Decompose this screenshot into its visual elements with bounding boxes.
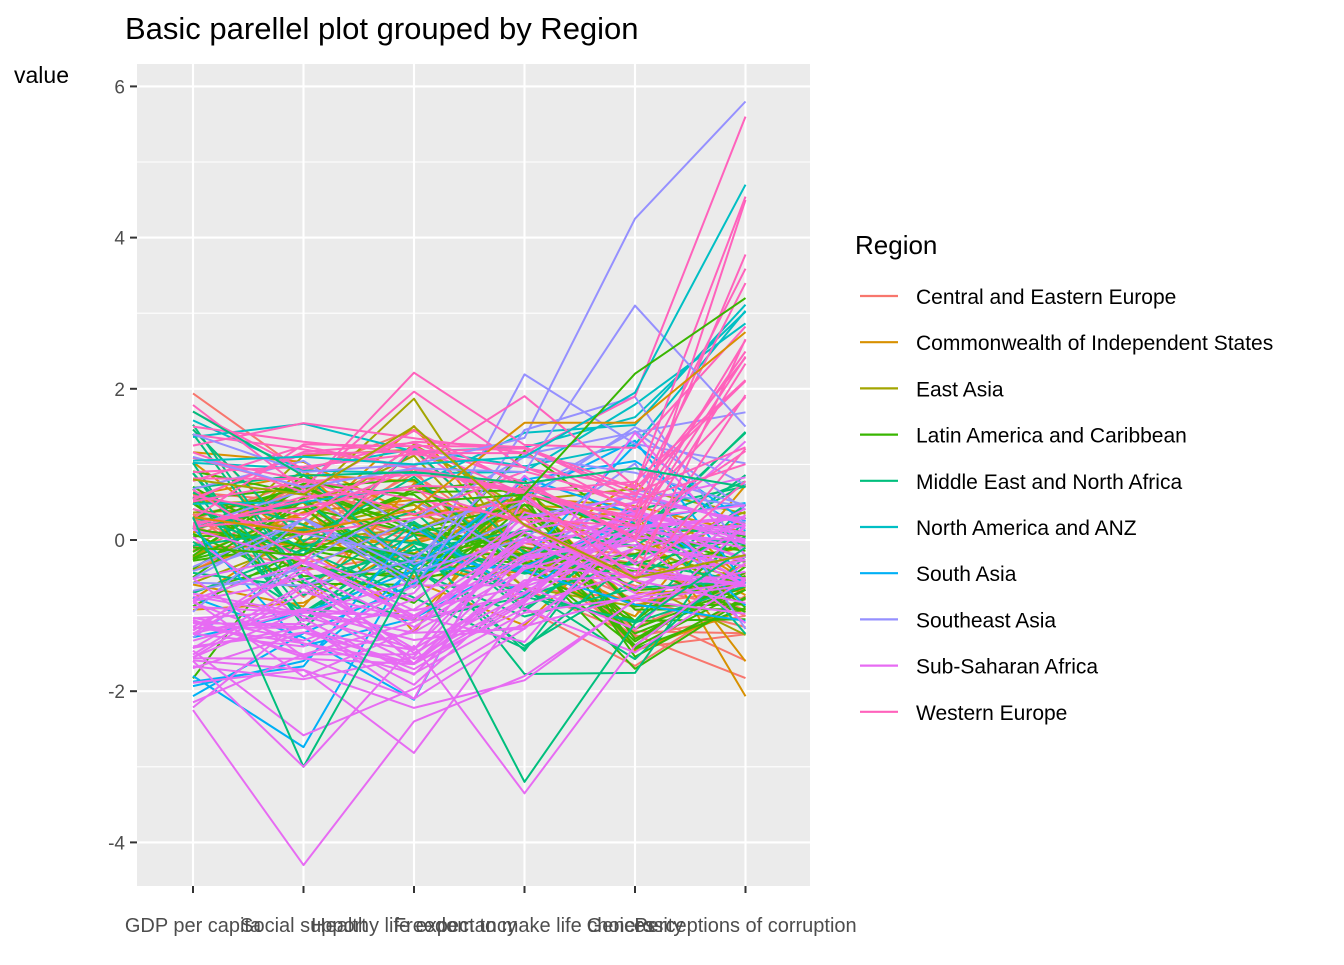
highlight-line xyxy=(192,425,746,579)
legend: Region Central and Eastern Europe Commonw… xyxy=(855,230,1273,725)
highlight-line xyxy=(192,297,747,557)
legend-title: Region xyxy=(855,230,937,260)
legend-label: Commonwealth of Independent States xyxy=(916,332,1273,355)
legend-label: Sub-Saharan Africa xyxy=(916,656,1098,679)
series-line xyxy=(192,499,746,671)
y-tick-label: 0 xyxy=(114,531,125,552)
series-line xyxy=(192,580,746,675)
legend-label: South Asia xyxy=(916,563,1017,586)
legend-label: Southeast Asia xyxy=(916,609,1056,632)
series-line xyxy=(192,355,747,527)
series-line xyxy=(192,445,747,580)
series-line xyxy=(192,440,747,665)
series-line xyxy=(193,526,746,629)
legend-label: Western Europe xyxy=(916,702,1067,725)
x-tick-label: GDP per capita xyxy=(125,915,262,937)
series-line xyxy=(192,544,746,665)
series-line xyxy=(192,547,746,737)
legend-label: Middle East and North Africa xyxy=(916,471,1182,494)
series-line xyxy=(192,338,747,579)
series-line xyxy=(192,564,746,709)
series-line xyxy=(192,524,746,659)
x-tick-label: Social support xyxy=(240,915,367,937)
chart-title: Basic parellel plot grouped by Region xyxy=(125,11,639,46)
series-line xyxy=(192,503,746,608)
series-line xyxy=(192,446,746,500)
legend-label: Central and Eastern Europe xyxy=(916,286,1176,309)
highlight-line xyxy=(192,410,746,489)
series-line xyxy=(192,531,746,678)
highlight-line xyxy=(192,561,747,795)
x-tick-label: Generosity xyxy=(587,915,684,937)
series-line xyxy=(192,363,747,541)
data-lines xyxy=(192,100,747,867)
series-line xyxy=(192,526,746,704)
y-tick-label: -4 xyxy=(108,833,125,854)
y-axis-label: value xyxy=(14,62,69,88)
series-line xyxy=(192,509,746,615)
legend-label: East Asia xyxy=(916,378,1004,401)
x-tick-label: Healthy life expectancy xyxy=(311,915,517,937)
series-line xyxy=(192,431,747,648)
legend-label: North America and ANZ xyxy=(916,517,1137,540)
y-tick-label: 2 xyxy=(114,380,125,401)
legend-label: Latin America and Caribbean xyxy=(916,425,1187,448)
series-line xyxy=(192,598,746,709)
highlight-line xyxy=(192,331,747,534)
highlight-line xyxy=(192,304,747,489)
y-tick-label: 4 xyxy=(114,229,125,250)
series-line xyxy=(192,489,746,566)
series-line xyxy=(192,514,747,681)
x-tick-label: Freedom to make life choices xyxy=(394,915,655,937)
highlight-line xyxy=(192,184,747,466)
series-line xyxy=(192,196,747,488)
highlight-line xyxy=(192,516,747,783)
y-tick-label: -2 xyxy=(108,682,125,703)
y-tick-label: 6 xyxy=(114,77,125,98)
series-line xyxy=(192,325,747,491)
series-line xyxy=(192,396,747,513)
x-tick-label: Perceptions of corruption xyxy=(634,915,856,937)
highlight-line xyxy=(192,584,746,867)
highlight-line xyxy=(192,116,747,455)
